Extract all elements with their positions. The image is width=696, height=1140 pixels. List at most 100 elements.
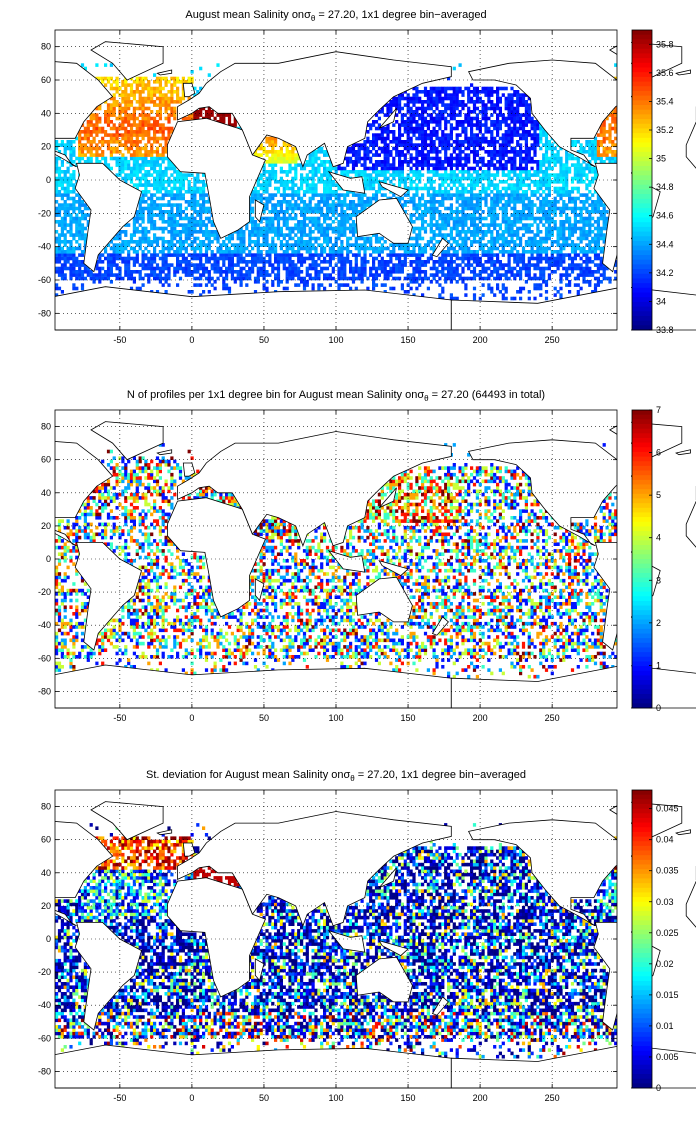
data-cell: [127, 266, 131, 271]
data-cell: [127, 113, 131, 117]
data-cell: [259, 230, 263, 234]
data-cell: [153, 266, 157, 271]
data-cell: [363, 246, 367, 251]
data-cell: [484, 113, 488, 117]
data-cell: [83, 226, 87, 231]
data-cell: [438, 210, 442, 214]
data-cell: [328, 210, 332, 214]
data-cell: [366, 176, 370, 181]
data-cell: [147, 196, 151, 201]
data-cell: [484, 250, 488, 254]
data-cell: [178, 180, 183, 184]
data-cell: [516, 200, 520, 204]
data-cell: [314, 223, 318, 227]
data-cell: [181, 80, 185, 84]
data-cell: [129, 286, 134, 291]
data-cell: [271, 220, 275, 224]
data-cell: [441, 103, 445, 107]
data-cell: [403, 180, 407, 184]
data-cell: [251, 253, 255, 257]
data-cell: [498, 86, 502, 91]
data-cell: [406, 200, 410, 204]
data-cell: [144, 150, 148, 154]
data-cell: [363, 200, 367, 204]
data-cell: [317, 263, 321, 267]
data-cell: [161, 220, 165, 224]
data-cell: [72, 286, 76, 291]
data-cell: [66, 170, 70, 174]
data-cell: [323, 180, 327, 184]
data-cell: [389, 173, 393, 177]
data-cell: [89, 150, 93, 154]
data-cell: [199, 66, 203, 71]
data-cell: [383, 173, 387, 177]
data-cell: [455, 193, 459, 197]
data-cell: [493, 90, 497, 94]
data-cell: [421, 113, 425, 117]
data-cell: [72, 273, 76, 277]
data-cell: [403, 276, 407, 281]
data-cell: [279, 193, 283, 197]
data-cell: [164, 150, 168, 154]
data-cell: [395, 140, 399, 144]
data-cell: [279, 203, 283, 207]
data-cell: [406, 100, 410, 104]
data-cell: [493, 193, 497, 197]
data-cell: [161, 266, 165, 271]
data-cell: [470, 196, 474, 201]
data-cell: [101, 80, 105, 84]
data-cell: [487, 260, 491, 264]
data-cell: [447, 176, 451, 181]
data-cell: [360, 210, 364, 214]
data-cell: [472, 276, 477, 281]
data-cell: [196, 243, 200, 247]
data-cell: [72, 206, 76, 211]
data-cell: [204, 246, 209, 251]
data-cell: [161, 123, 165, 127]
data-cell: [403, 193, 407, 197]
data-cell: [219, 113, 223, 117]
data-cell: [132, 270, 136, 274]
data-cell: [421, 186, 425, 191]
data-cell: [389, 273, 393, 277]
data-cell: [496, 106, 500, 111]
data-cell: [444, 153, 448, 157]
data-cell: [349, 243, 353, 247]
data-cell: [490, 270, 494, 274]
data-cell: [196, 220, 200, 224]
data-cell: [452, 210, 456, 214]
data-cell: [418, 176, 422, 181]
data-cell: [155, 76, 160, 81]
data-cell: [178, 190, 183, 194]
data-cell: [449, 153, 453, 157]
data-cell: [104, 256, 108, 261]
data-cell: [377, 263, 381, 267]
data-cell: [435, 113, 439, 117]
data-cell: [320, 160, 324, 164]
data-cell: [490, 213, 494, 217]
data-cell: [161, 173, 165, 177]
data-cell: [435, 120, 439, 124]
data-cell: [202, 273, 206, 277]
data-cell: [167, 176, 171, 181]
data-cell: [311, 176, 315, 181]
data-cell: [325, 160, 330, 164]
data-cell: [467, 86, 471, 91]
data-cell: [124, 103, 128, 107]
data-cell: [507, 160, 511, 164]
data-cell: [72, 140, 76, 144]
data-cell: [400, 106, 404, 111]
data-cell: [357, 196, 361, 201]
data-cell: [121, 93, 125, 97]
data-cell: [452, 266, 456, 271]
data-cell: [484, 103, 488, 107]
data-cell: [265, 223, 269, 227]
data-cell: [66, 213, 70, 217]
data-cell: [69, 180, 73, 184]
data-cell: [204, 256, 209, 261]
data-cell: [510, 170, 514, 174]
data-cell: [302, 246, 307, 251]
data-cell: [501, 296, 505, 301]
data-cell: [155, 263, 160, 267]
data-cell: [199, 226, 203, 231]
